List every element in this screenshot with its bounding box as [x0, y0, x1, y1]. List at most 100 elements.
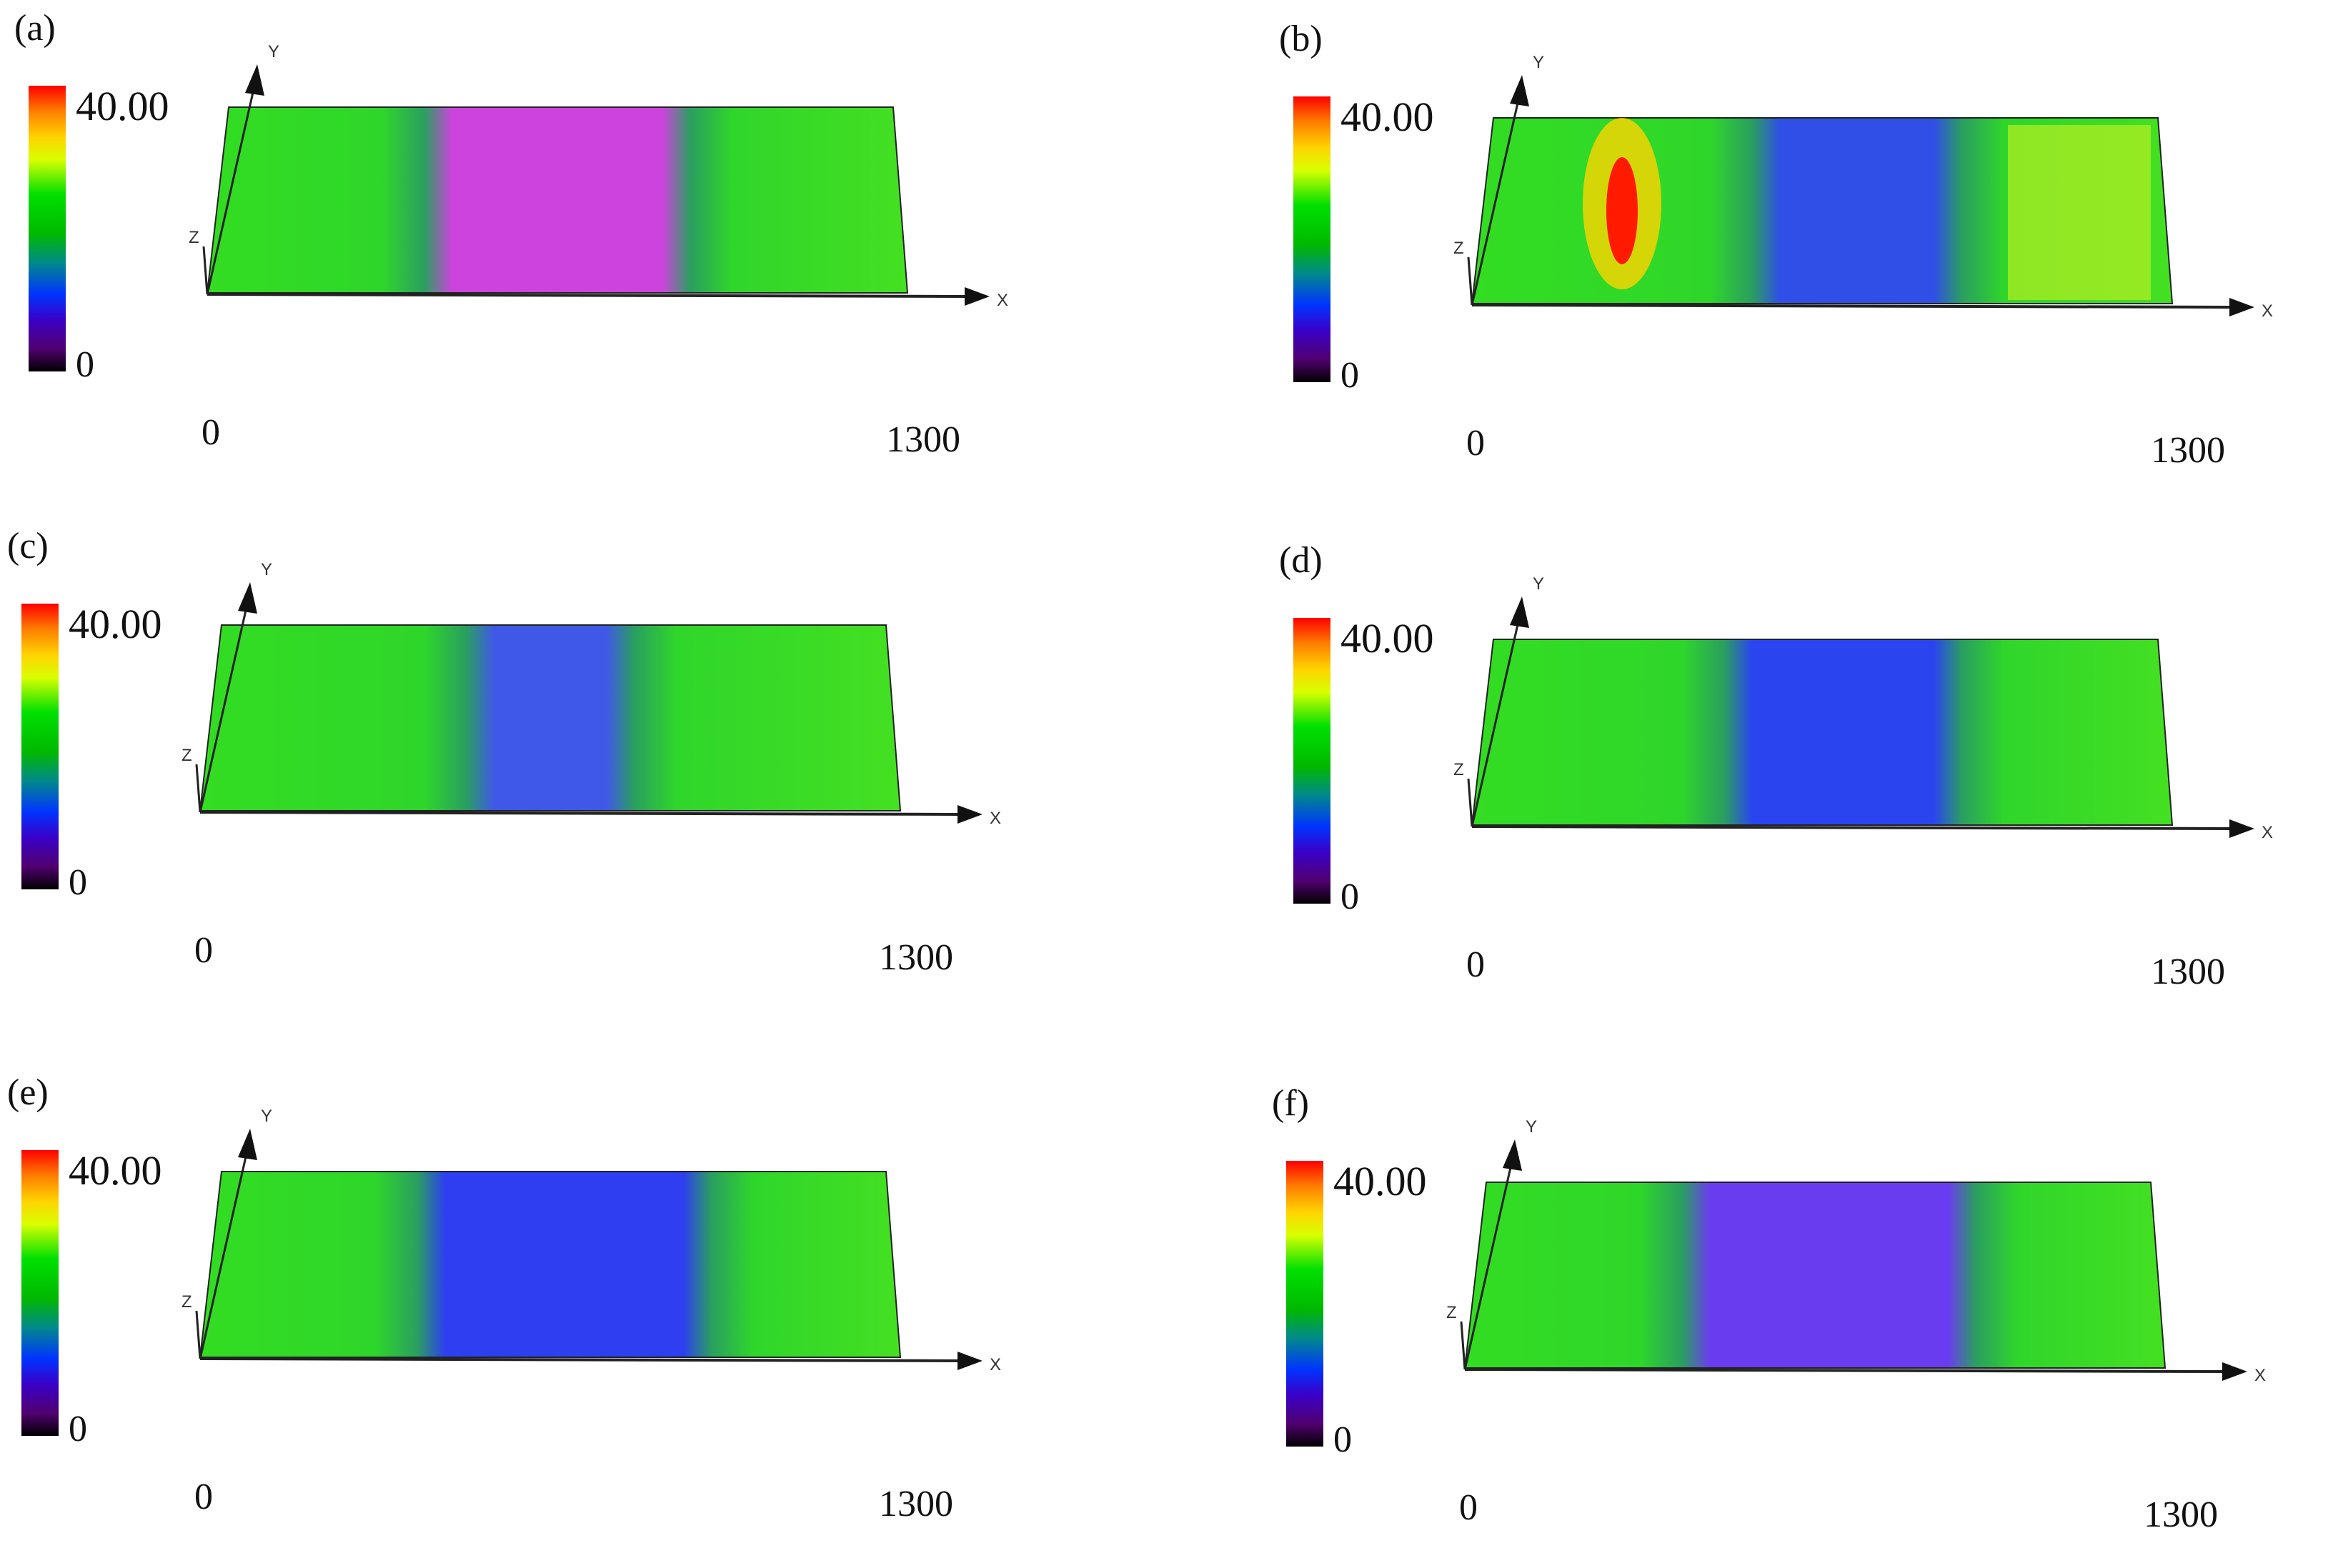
- x-axis-line: [1464, 1368, 2223, 1373]
- colorbar-min-label: 0: [76, 344, 94, 385]
- y-axis-label: Y: [261, 560, 272, 579]
- z-axis-line: [202, 246, 209, 295]
- x-axis-arrow-icon: [965, 287, 990, 306]
- x-axis-label: X: [990, 1355, 1001, 1374]
- panel-f: (f) 40.00 0 X Y Z 0 1300: [1272, 1082, 2333, 1568]
- panel-d: (d) 40.00 0 X Y Z 0 1300: [1279, 539, 2333, 1025]
- y-axis-line: [1463, 1164, 1513, 1370]
- colorbar: [21, 1150, 59, 1436]
- colorbar-max-label: 40.00: [1340, 615, 1434, 661]
- z-axis-label: Z: [1453, 239, 1464, 258]
- y-axis-line: [199, 606, 248, 813]
- z-axis-label: Z: [1446, 1303, 1457, 1322]
- colorbar: [1293, 618, 1330, 904]
- panel-label: (b): [1279, 19, 1323, 59]
- panel-label: (e): [7, 1072, 49, 1113]
- y-axis-arrow-icon: [1503, 1139, 1522, 1171]
- colorbar: [1293, 96, 1330, 382]
- hot-streak-core: [1606, 157, 1638, 264]
- surface-plot: X Y Z: [181, 560, 1001, 828]
- colorbar-min-label: 0: [1333, 1419, 1352, 1460]
- y-axis-arrow-icon: [1510, 75, 1529, 106]
- x-axis-arrow-icon: [957, 1352, 983, 1370]
- y-axis-label: Y: [1533, 574, 1544, 594]
- x-axis-line: [207, 293, 965, 298]
- colorbar: [21, 604, 59, 889]
- colorbar-min-label: 0: [69, 1409, 87, 1449]
- x-tick-end: 1300: [886, 419, 960, 460]
- x-axis-line: [199, 1357, 958, 1362]
- colorbar-max-label: 40.00: [69, 1147, 162, 1194]
- y-axis-line: [199, 1153, 248, 1359]
- surface-plot: X Y Z: [189, 42, 1008, 310]
- x-axis-arrow-icon: [2222, 1362, 2247, 1381]
- z-axis-label: Z: [181, 746, 192, 765]
- surface-map: [1471, 639, 2174, 826]
- y-axis-label: Y: [1533, 53, 1544, 72]
- y-axis-label: Y: [268, 42, 279, 61]
- z-axis-line: [1467, 256, 1473, 306]
- colorbar: [1286, 1161, 1323, 1447]
- x-tick-end: 1300: [2151, 952, 2225, 992]
- colorbar-max-label: 40.00: [1340, 94, 1434, 140]
- x-tick-start: 0: [194, 930, 213, 971]
- panel-c: (c) 40.00 0 X Y Z 0 1300: [7, 525, 1136, 1011]
- y-axis-arrow-icon: [1510, 596, 1529, 628]
- surface-plot: X Y Z: [1453, 574, 2273, 842]
- y-axis-line: [206, 89, 255, 295]
- colorbar-min-label: 0: [1340, 355, 1359, 396]
- x-axis-line: [1471, 304, 2230, 309]
- x-axis-label: X: [2262, 823, 2273, 842]
- colorbar-max-label: 40.00: [76, 83, 169, 129]
- x-tick-end: 1300: [879, 1484, 953, 1524]
- surface-map: [199, 1171, 902, 1358]
- panel-e: (e) 40.00 0 X Y Z 0 1300: [7, 1072, 1136, 1557]
- panel-label: (c): [7, 526, 49, 566]
- surface-map: [199, 624, 902, 812]
- colorbar-max-label: 40.00: [1333, 1158, 1427, 1204]
- x-axis-label: X: [990, 809, 1001, 828]
- surface-map: [1463, 1182, 2167, 1369]
- x-tick-start: 0: [202, 412, 220, 453]
- x-tick-start: 0: [1466, 423, 1485, 464]
- x-axis-arrow-icon: [957, 805, 983, 824]
- y-axis-label: Y: [1526, 1117, 1537, 1137]
- z-axis-line: [195, 764, 202, 813]
- z-axis-label: Z: [189, 228, 199, 247]
- x-tick-end: 1300: [879, 937, 953, 978]
- surface-plot: X Y Z: [181, 1107, 1001, 1374]
- panel-label: (a): [14, 8, 56, 49]
- colorbar-min-label: 0: [69, 862, 87, 903]
- y-axis-line: [1471, 99, 1520, 306]
- x-tick-start: 0: [1466, 944, 1485, 985]
- x-tick-end: 1300: [2144, 1494, 2218, 1535]
- panel-label: (d): [1279, 540, 1323, 581]
- x-tick-start: 0: [194, 1477, 213, 1517]
- surface-plot: X Y Z: [1446, 1117, 2266, 1385]
- yellow-green-region: [2008, 125, 2151, 300]
- x-axis-arrow-icon: [2229, 819, 2254, 838]
- surface-plot: X Y Z: [1453, 53, 2273, 321]
- colorbar: [29, 86, 66, 371]
- z-axis-line: [1467, 778, 1473, 827]
- x-tick-start: 0: [1459, 1487, 1478, 1528]
- x-tick-end: 1300: [2151, 430, 2225, 471]
- y-axis-label: Y: [261, 1107, 272, 1126]
- z-axis-label: Z: [181, 1292, 192, 1312]
- z-axis-label: Z: [1453, 760, 1464, 779]
- x-axis-line: [1471, 825, 2230, 830]
- x-axis-label: X: [2262, 301, 2273, 321]
- panel-label: (f): [1272, 1083, 1309, 1124]
- surface-map: [206, 106, 909, 294]
- z-axis-line: [195, 1310, 202, 1359]
- y-axis-line: [1471, 621, 1520, 827]
- panel-a: (a) 40.00 0 X Y Z 0 1300: [14, 7, 1143, 493]
- x-axis-label: X: [997, 291, 1008, 310]
- x-axis-line: [199, 811, 958, 816]
- colorbar-min-label: 0: [1340, 877, 1359, 917]
- z-axis-line: [1460, 1321, 1466, 1370]
- y-axis-arrow-icon: [245, 64, 264, 96]
- y-axis-arrow-icon: [238, 1129, 257, 1160]
- x-axis-label: X: [2254, 1366, 2266, 1385]
- panel-b: (b) 40.00 0 X Y Z 0 1300: [1279, 18, 2333, 504]
